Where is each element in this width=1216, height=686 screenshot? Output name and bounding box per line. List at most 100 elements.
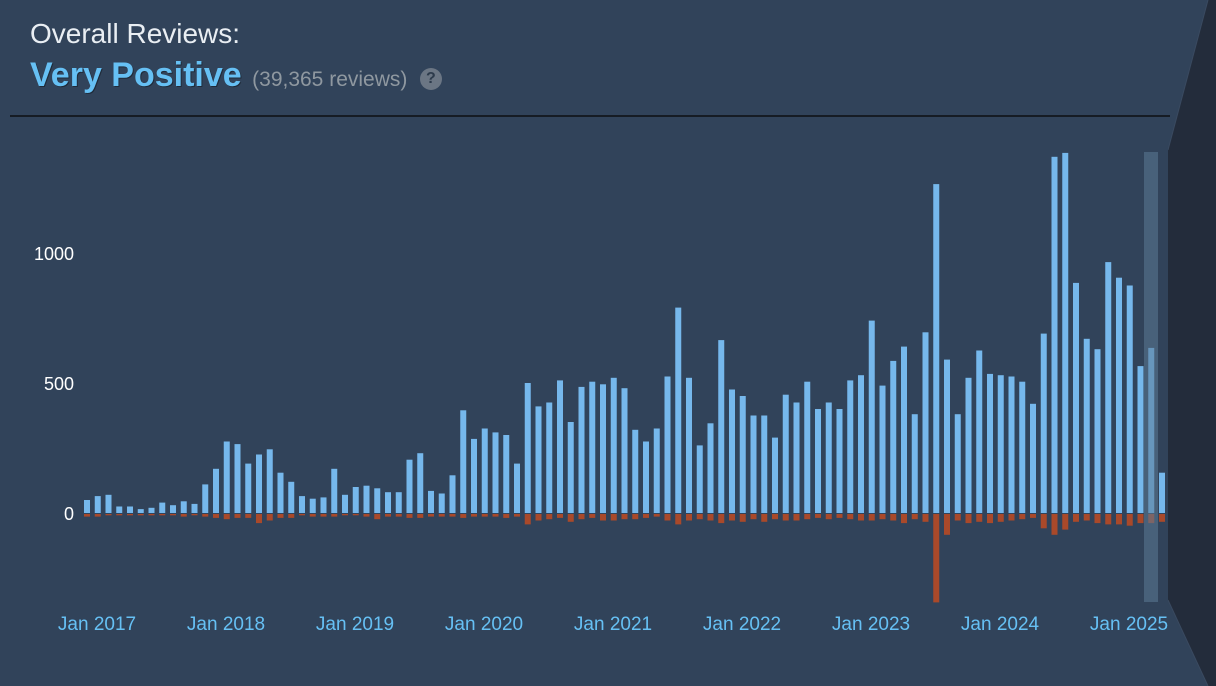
positive-bar[interactable]: [632, 429, 639, 513]
positive-bar[interactable]: [342, 494, 348, 513]
negative-bar[interactable]: [492, 514, 499, 517]
negative-bar[interactable]: [363, 514, 370, 517]
positive-bar[interactable]: [363, 485, 370, 513]
positive-bar[interactable]: [965, 377, 972, 513]
negative-bar[interactable]: [750, 514, 757, 520]
positive-bar[interactable]: [1019, 381, 1026, 513]
positive-bar[interactable]: [1030, 403, 1036, 513]
positive-bar[interactable]: [600, 384, 606, 513]
negative-bar[interactable]: [944, 514, 950, 535]
positive-bar[interactable]: [664, 376, 671, 514]
negative-bar[interactable]: [1019, 514, 1026, 520]
negative-bar[interactable]: [406, 514, 413, 518]
negative-bar[interactable]: [546, 514, 553, 520]
negative-bar[interactable]: [847, 514, 854, 520]
positive-bar[interactable]: [116, 506, 123, 514]
positive-bar[interactable]: [180, 501, 187, 513]
positive-bar[interactable]: [739, 396, 746, 513]
positive-bar[interactable]: [718, 340, 725, 513]
negative-bar[interactable]: [761, 514, 768, 522]
positive-bar[interactable]: [471, 438, 477, 513]
negative-bar[interactable]: [1116, 514, 1122, 525]
positive-bar[interactable]: [352, 487, 359, 513]
positive-bar[interactable]: [567, 422, 574, 513]
positive-bar[interactable]: [1137, 366, 1144, 513]
negative-bar[interactable]: [557, 514, 563, 518]
positive-bar[interactable]: [213, 468, 219, 513]
negative-bar[interactable]: [696, 514, 703, 520]
negative-bar[interactable]: [954, 514, 961, 521]
positive-bar[interactable]: [1105, 262, 1112, 513]
negative-bar[interactable]: [901, 514, 907, 524]
positive-bar[interactable]: [234, 444, 241, 513]
negative-bar[interactable]: [675, 514, 682, 525]
positive-bar[interactable]: [277, 472, 284, 513]
negative-bar[interactable]: [309, 514, 316, 517]
positive-bar[interactable]: [417, 453, 424, 513]
positive-bar[interactable]: [847, 380, 854, 513]
negative-bar[interactable]: [481, 514, 488, 517]
negative-bar[interactable]: [137, 514, 144, 516]
positive-bar[interactable]: [524, 383, 531, 513]
negative-bar[interactable]: [997, 514, 1004, 522]
negative-bar[interactable]: [1137, 514, 1144, 524]
negative-bar[interactable]: [804, 514, 811, 520]
help-circle-icon[interactable]: ?: [419, 68, 442, 90]
positive-bar[interactable]: [793, 402, 800, 514]
positive-bar[interactable]: [1083, 338, 1090, 513]
positive-bar[interactable]: [610, 377, 617, 513]
positive-bar[interactable]: [449, 475, 456, 513]
positive-bar[interactable]: [772, 437, 778, 513]
positive-bar[interactable]: [804, 381, 811, 513]
positive-bar[interactable]: [406, 459, 413, 513]
positive-bar[interactable]: [1051, 156, 1058, 514]
negative-bar[interactable]: [352, 514, 359, 516]
positive-bar[interactable]: [1008, 376, 1015, 514]
positive-bar[interactable]: [395, 492, 402, 513]
negative-bar[interactable]: [438, 514, 445, 517]
negative-bar[interactable]: [815, 514, 821, 518]
positive-bar[interactable]: [503, 435, 510, 513]
positive-bar[interactable]: [675, 307, 682, 513]
negative-bar[interactable]: [600, 514, 606, 521]
negative-bar[interactable]: [503, 514, 510, 518]
positive-bar[interactable]: [944, 359, 950, 513]
negative-bar[interactable]: [94, 514, 101, 517]
negative-bar[interactable]: [202, 514, 209, 517]
negative-bar[interactable]: [965, 514, 972, 524]
positive-bar[interactable]: [514, 463, 520, 513]
negative-bar[interactable]: [277, 514, 284, 518]
positive-bar[interactable]: [922, 332, 929, 513]
negative-bar[interactable]: [621, 514, 628, 520]
positive-bar[interactable]: [643, 441, 649, 514]
positive-bar[interactable]: [320, 497, 327, 513]
negative-bar[interactable]: [976, 514, 983, 522]
positive-bar[interactable]: [987, 373, 993, 513]
positive-bar[interactable]: [546, 402, 553, 514]
positive-bar[interactable]: [1094, 349, 1101, 513]
negative-bar[interactable]: [471, 514, 477, 517]
negative-bar[interactable]: [514, 514, 520, 517]
negative-bar[interactable]: [524, 514, 531, 525]
positive-bar[interactable]: [1062, 152, 1069, 513]
positive-bar[interactable]: [557, 380, 563, 513]
negative-bar[interactable]: [707, 514, 714, 521]
negative-bar[interactable]: [127, 514, 133, 516]
positive-bar[interactable]: [954, 414, 961, 513]
negative-bar[interactable]: [170, 514, 176, 516]
negative-bar[interactable]: [116, 514, 123, 516]
positive-bar[interactable]: [159, 502, 166, 513]
negative-bar[interactable]: [234, 514, 241, 518]
negative-bar[interactable]: [729, 514, 735, 521]
negative-bar[interactable]: [1008, 514, 1015, 521]
positive-bar[interactable]: [245, 463, 252, 513]
negative-bar[interactable]: [385, 514, 391, 517]
negative-bar[interactable]: [686, 514, 692, 521]
negative-bar[interactable]: [610, 514, 617, 521]
positive-bar[interactable]: [933, 184, 940, 513]
positive-bar[interactable]: [148, 507, 155, 513]
positive-bar[interactable]: [481, 428, 488, 514]
positive-bar[interactable]: [385, 492, 391, 513]
positive-bar[interactable]: [911, 414, 918, 513]
positive-bar[interactable]: [901, 346, 907, 513]
